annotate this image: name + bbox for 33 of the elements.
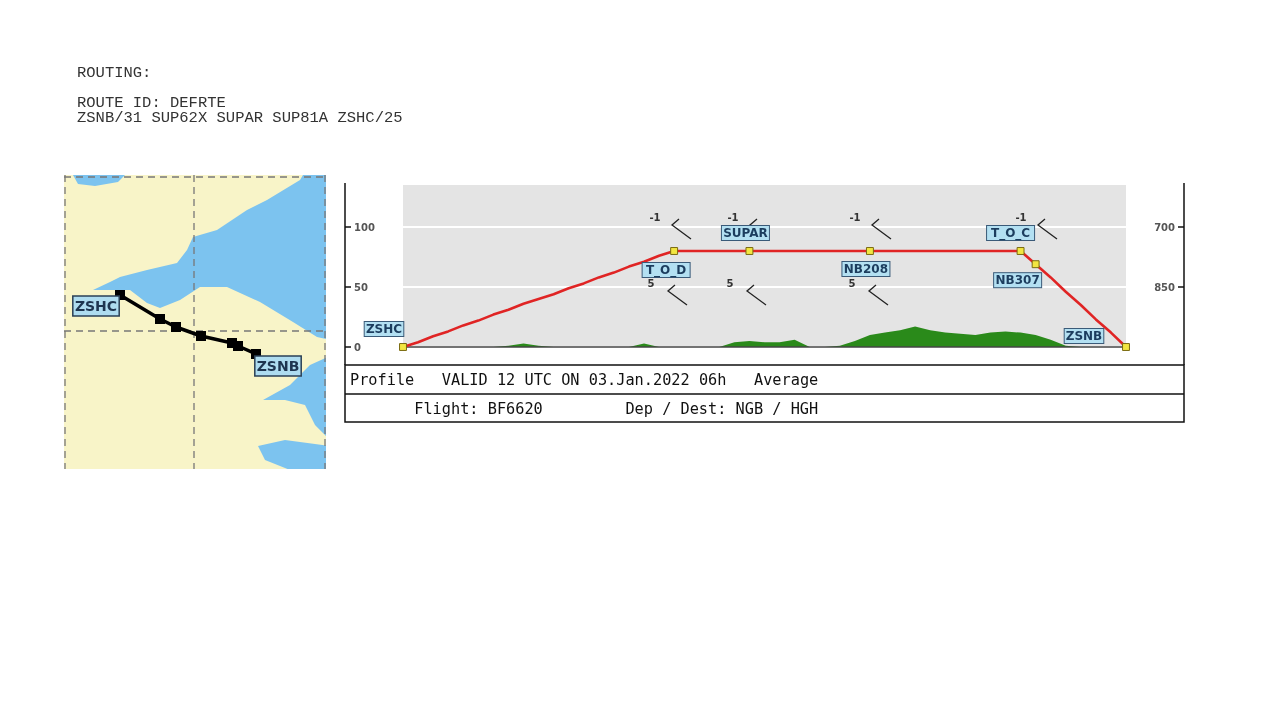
text: Profile VALID 12 UTC ON 03.Jan.2022 06h Average [350, 371, 819, 389]
y-tick-label: 50 [354, 281, 368, 293]
annotation: -1 [849, 211, 861, 223]
point [1031, 260, 1040, 269]
text: ROUTE ID: DEFRTE [77, 94, 226, 112]
point [1122, 343, 1130, 351]
text: ZSNB [256, 358, 300, 374]
annotation: NB208 [843, 262, 889, 276]
point [670, 247, 679, 255]
annotation: 5 [726, 277, 734, 289]
annotation: SUPAR [723, 226, 768, 240]
annotation: -1 [727, 211, 739, 223]
annotation: -1 [1015, 211, 1027, 223]
y-tick-label: 100 [354, 221, 375, 233]
y2-tick-label: 700 [1154, 221, 1176, 233]
text: Flight: BF6620 Dep / Dest: NGB / HGH [414, 400, 819, 418]
text: ZSHC [365, 322, 403, 336]
annotation: T_O_D [645, 263, 687, 278]
annotation: 5 [848, 277, 856, 289]
annotation: 5 [647, 277, 655, 289]
annotation: T_O_C [990, 226, 1031, 241]
text: ZSNB/31 SUP62X SUPAR SUP81A ZSHC/25 [77, 109, 403, 127]
annotation: -1 [649, 211, 661, 223]
text: ZSHC [74, 298, 118, 314]
point [745, 247, 754, 255]
annotation: NB307 [995, 273, 1040, 288]
y2-tick-label: 850 [1154, 281, 1176, 293]
point [399, 343, 407, 351]
point [865, 247, 874, 255]
y-tick-label: 0 [354, 341, 361, 353]
annotation: ZSNB [1065, 329, 1103, 343]
point [1016, 247, 1025, 255]
text: ROUTING: [77, 64, 152, 82]
